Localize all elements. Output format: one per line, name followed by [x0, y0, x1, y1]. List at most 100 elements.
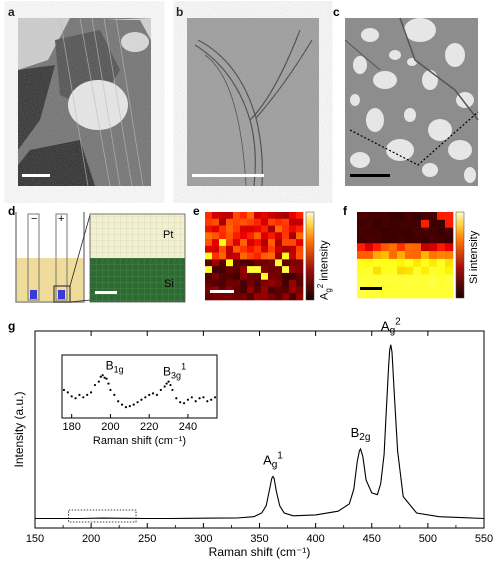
- si-map-cell: [413, 251, 422, 260]
- si-map-cell: [421, 266, 430, 275]
- ag2-map-cell: [282, 279, 290, 287]
- ag2-map-cell: [261, 218, 269, 226]
- si-map-cell: [389, 227, 398, 236]
- si-map-cell: [365, 219, 374, 228]
- si-map-cell: [437, 235, 446, 244]
- panel-label-e: e: [193, 204, 200, 218]
- si-map-cell: [381, 266, 390, 275]
- inset-point: [105, 377, 108, 380]
- si-map-cell: [413, 235, 422, 244]
- ag2-map-cell: [254, 293, 262, 301]
- ag2-map-cell: [212, 252, 220, 260]
- si-map-cell: [405, 258, 414, 268]
- ag2-map-cell: [282, 286, 290, 294]
- inset-point: [107, 382, 110, 385]
- si-map-cell: [365, 227, 374, 236]
- si-map-cell: [405, 290, 414, 299]
- panel-label-b: b: [176, 5, 184, 19]
- si-map-cell: [373, 266, 382, 275]
- ag2-map-cell: [205, 218, 213, 226]
- si-map-cell: [381, 274, 390, 283]
- ag2-map-cell: [226, 259, 234, 267]
- ag2-map-cell: [282, 252, 290, 260]
- si-map-cell: [373, 274, 382, 283]
- ag2-map-cell: [233, 245, 241, 253]
- ag2-map-cell: [240, 212, 248, 220]
- ag2-map-cell: [226, 272, 234, 280]
- ag2-map-cell: [247, 218, 255, 226]
- ag2-map-cell: [212, 218, 220, 226]
- x-tick-label: 400: [306, 533, 324, 545]
- ag2-map-cell: [275, 245, 283, 253]
- ag2-map-cell: [205, 252, 213, 260]
- si-map-cell: [389, 219, 398, 228]
- ag2-map-cell: [205, 272, 213, 280]
- inset-point: [206, 400, 209, 403]
- inset-point: [97, 380, 100, 383]
- ag2-map-cell: [254, 218, 262, 226]
- inset-point: [171, 388, 174, 392]
- ag2-map-cell: [254, 259, 262, 267]
- electrode-right: [55, 213, 68, 301]
- si-map-cell: [445, 251, 454, 260]
- si-map-cell: [405, 227, 414, 236]
- si-map-cell: [429, 235, 438, 244]
- inset-point: [86, 393, 89, 396]
- inset-x-tick-label: 180: [63, 421, 81, 433]
- ag2-map-cell: [212, 266, 220, 274]
- ag2-map-cell: [261, 266, 269, 274]
- ag2-map-cell: [296, 266, 304, 274]
- si-map-cell: [397, 227, 406, 236]
- ag2-map-cell: [254, 286, 262, 294]
- ag2-map-cell: [205, 293, 213, 301]
- si-map-cell: [437, 251, 446, 260]
- si-map-cell: [429, 290, 438, 299]
- ag2-map-cell: [268, 218, 276, 226]
- si-map-cell: [413, 282, 422, 291]
- si-map-cell: [357, 282, 366, 291]
- ag2-map-cell: [254, 272, 262, 280]
- ag2-map-cell: [289, 212, 297, 220]
- si-map-cell: [421, 282, 430, 291]
- si-map-cell: [405, 282, 414, 291]
- ag2-map-cell: [254, 279, 262, 287]
- ag2-map-cell: [296, 232, 304, 240]
- ag2-map-cell: [233, 232, 241, 240]
- ag2-map-cell: [233, 212, 241, 220]
- inset-point: [167, 380, 170, 383]
- colorbar-e: [305, 211, 315, 301]
- x-tick-label: 350: [250, 533, 268, 545]
- si-map-cell: [365, 251, 374, 260]
- si-map-cell: [381, 251, 390, 260]
- inset-point: [66, 391, 69, 394]
- si-map-cell: [397, 274, 406, 283]
- ag2-map-cell: [268, 232, 276, 240]
- ag2-map-cell: [226, 245, 234, 253]
- ag2-map-cell: [219, 245, 227, 253]
- ag2-map-cell: [219, 212, 227, 220]
- si-map-cell: [445, 243, 454, 252]
- ag2-map-cell: [254, 239, 262, 247]
- ag2-map-cell: [254, 212, 262, 220]
- ag2-map-cell: [275, 239, 283, 247]
- ag2-map-cell: [247, 259, 255, 267]
- si-label: Si: [164, 278, 174, 290]
- inset-point: [198, 397, 201, 400]
- plus-sign: +: [58, 213, 64, 225]
- si-map-cell: [389, 235, 398, 244]
- si-map-cell: [389, 251, 398, 260]
- ag2-map-cell: [254, 252, 262, 260]
- ag2-map-cell: [247, 245, 255, 253]
- ag2-map-cell: [212, 245, 220, 253]
- si-map-cell: [445, 258, 454, 268]
- ag2-map-cell: [240, 218, 248, 226]
- ag2-map-cell: [289, 232, 297, 240]
- ag2-map-cell: [212, 212, 220, 220]
- ag2-map-cell: [254, 225, 262, 233]
- ag2-map-cell: [289, 218, 297, 226]
- ag2-map-cell: [226, 212, 234, 220]
- si-map-cell: [365, 243, 374, 252]
- ag2-map-cell: [268, 252, 276, 260]
- si-map-cell: [445, 266, 454, 275]
- ag2-map-cell: [275, 218, 283, 226]
